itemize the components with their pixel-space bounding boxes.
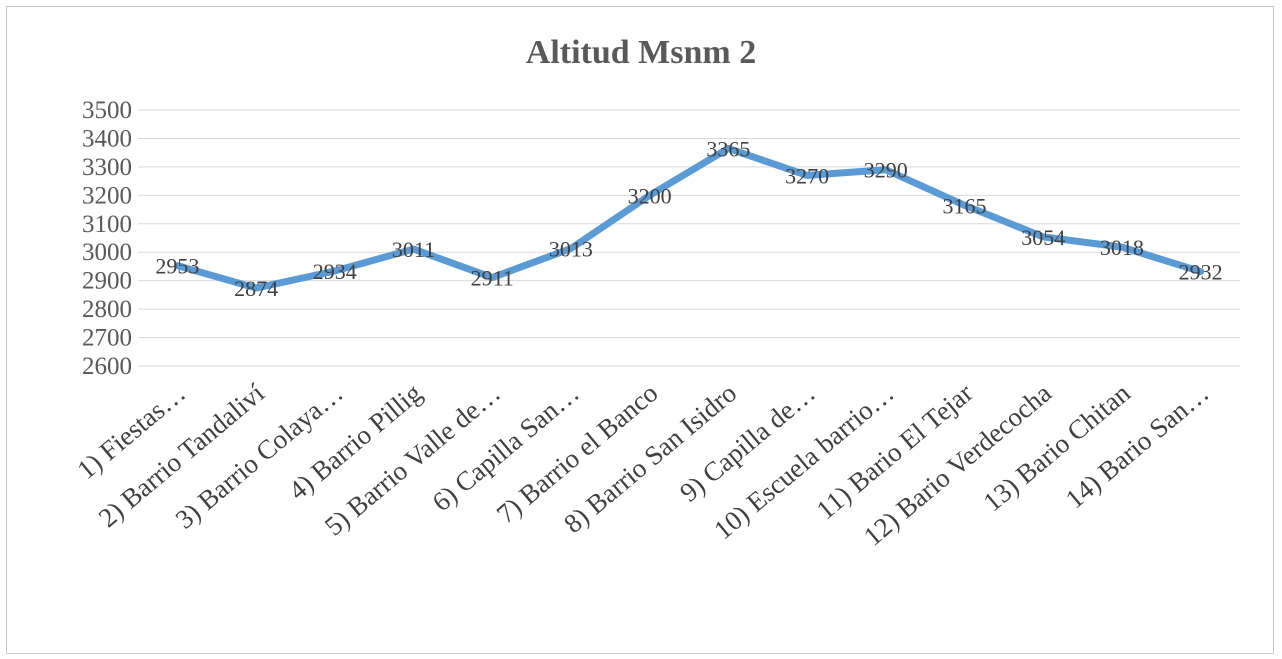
y-tick-label: 2900: [82, 268, 132, 295]
data-label: 3270: [785, 163, 829, 188]
chart-title: Altitud Msnm 2: [525, 34, 757, 71]
data-label: 2932: [1179, 260, 1223, 285]
data-label: 2953: [155, 254, 199, 279]
data-label: 3018: [1100, 235, 1144, 260]
y-tick-label: 2700: [82, 325, 132, 352]
data-label: 3290: [864, 158, 908, 183]
data-label: 3200: [628, 183, 672, 208]
y-tick-label: 2600: [82, 353, 132, 380]
y-tick-label: 3100: [82, 211, 132, 238]
data-label: 3011: [392, 237, 435, 262]
data-label: 3365: [706, 136, 750, 161]
y-tick-label: 3000: [82, 239, 132, 266]
data-label: 2911: [471, 266, 514, 291]
x-category-label: 14) Bario San…: [1060, 378, 1215, 515]
y-tick-label: 3500: [82, 97, 132, 124]
data-label: 2874: [234, 276, 278, 301]
x-category-label: 4) Barrio Pillig: [283, 378, 428, 506]
data-label: 3013: [549, 237, 593, 262]
series-line: [173, 144, 1205, 292]
y-tick-label: 3400: [82, 125, 132, 152]
y-tick-label: 3200: [82, 182, 132, 209]
series-line-layer: [173, 144, 1205, 292]
data-labels: 2953 2874 2934 3011 2911 3013 3200 3365 3270 3290…: [155, 136, 1222, 301]
data-label: 3165: [943, 193, 987, 218]
data-label: 3054: [1021, 225, 1065, 250]
y-tick-label: 2800: [82, 296, 132, 323]
y-tick-label: 3300: [82, 154, 132, 181]
data-label: 2934: [313, 259, 357, 284]
gridlines: [138, 109, 1240, 367]
chart-area: [6, 6, 1274, 654]
